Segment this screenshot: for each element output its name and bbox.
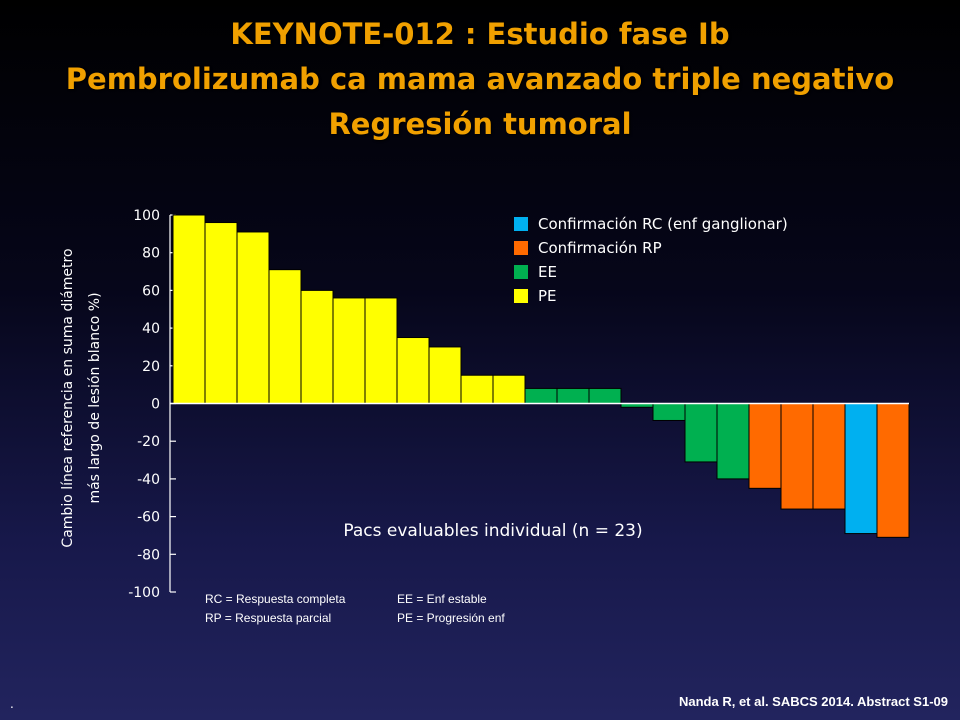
y-tick-label: 0 (151, 397, 160, 413)
legend-label: EE (538, 263, 557, 281)
y-tick-label: 40 (142, 321, 160, 337)
bar (172, 214, 206, 404)
y-axis: 100 80 60 40 20 0 -20 -40 -60 -80 -100 (128, 208, 176, 601)
legend-swatch (514, 265, 528, 279)
y-tick-label: 20 (142, 359, 160, 375)
bar (300, 289, 334, 404)
legend-swatch (514, 289, 528, 303)
bar (652, 403, 686, 421)
bar (268, 269, 302, 405)
title-line-2: Pembrolizumab ca mama avanzado triple ne… (65, 62, 895, 96)
bar (204, 222, 238, 404)
bar (524, 387, 558, 405)
slide-title: KEYNOTE-012 : Estudio fase Ib Pembrolizu… (0, 12, 960, 147)
legend-label: PE (538, 287, 557, 305)
citation: Nanda R, et al. SABCS 2014. Abstract S1-… (678, 694, 948, 709)
y-tick-label: -100 (128, 585, 160, 601)
footnote: RP = Respuesta parcial (205, 611, 331, 625)
title-line-3: Regresión tumoral (328, 107, 632, 141)
y-tick-label: -80 (137, 547, 160, 563)
bar (428, 346, 462, 405)
y-tick-label: 60 (142, 283, 160, 299)
bar (588, 387, 622, 405)
y-tick-label: 80 (142, 246, 160, 262)
footnote: PE = Progresión enf (397, 611, 505, 625)
bar (812, 403, 846, 510)
bar (684, 403, 718, 463)
footnote: RC = Respuesta completa (205, 592, 346, 606)
bar (716, 403, 750, 480)
y-axis-label-line-1: Cambio línea referencia en suma diámetro (60, 248, 76, 547)
legend-label: Confirmación RC (enf ganglionar) (538, 215, 788, 233)
y-tick-label: -20 (137, 434, 160, 450)
bars (172, 214, 910, 538)
bar (844, 403, 878, 535)
footer-dot: . (10, 697, 14, 711)
bar (492, 374, 526, 405)
bar (876, 403, 910, 538)
bar (748, 403, 782, 489)
legend-label: Confirmación RP (538, 239, 662, 257)
title-line-1: KEYNOTE-012 : Estudio fase Ib (230, 17, 730, 51)
y-tick-label: -40 (137, 472, 160, 488)
y-axis-label-line-2: más largo de lesión blanco %) (87, 292, 103, 503)
footnote: EE = Enf estable (397, 592, 487, 606)
x-axis-label: Pacs evaluables individual (n = 23) (343, 521, 642, 541)
footnotes: RC = Respuesta completa RP = Respuesta pa… (205, 592, 505, 625)
bar (236, 231, 270, 404)
bar (332, 297, 366, 404)
bar (364, 297, 398, 404)
bar (460, 374, 494, 405)
legend-swatch (514, 241, 528, 255)
legend-swatch (514, 217, 528, 231)
bar (396, 337, 430, 404)
bar (556, 387, 590, 405)
y-axis-label: Cambio línea referencia en suma diámetro… (60, 248, 103, 547)
legend: Confirmación RC (enf ganglionar) Confirma… (514, 215, 788, 305)
bar (780, 403, 814, 510)
y-tick-label: 100 (133, 208, 160, 224)
y-tick-label: -60 (137, 510, 160, 526)
